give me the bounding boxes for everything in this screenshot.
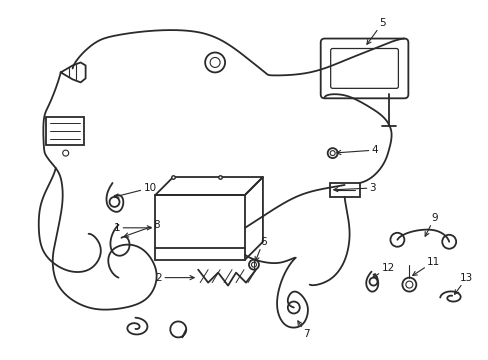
Circle shape bbox=[329, 150, 334, 156]
Text: 1: 1 bbox=[114, 223, 151, 233]
Bar bbox=[46, 117, 83, 145]
FancyBboxPatch shape bbox=[330, 49, 398, 88]
Text: 8: 8 bbox=[124, 220, 160, 237]
Circle shape bbox=[62, 150, 68, 156]
Circle shape bbox=[402, 278, 415, 292]
Text: 9: 9 bbox=[424, 213, 437, 236]
Text: 3: 3 bbox=[333, 183, 375, 193]
Circle shape bbox=[205, 53, 224, 72]
Text: 4: 4 bbox=[336, 145, 377, 155]
Bar bbox=[329, 183, 359, 197]
FancyBboxPatch shape bbox=[320, 39, 407, 98]
Text: 13: 13 bbox=[454, 273, 472, 294]
Circle shape bbox=[369, 278, 377, 285]
Circle shape bbox=[251, 262, 256, 267]
Text: 5: 5 bbox=[366, 18, 386, 44]
Circle shape bbox=[210, 58, 220, 67]
Circle shape bbox=[389, 233, 404, 247]
Text: 10: 10 bbox=[114, 183, 156, 198]
Circle shape bbox=[327, 148, 337, 158]
Text: 12: 12 bbox=[372, 263, 394, 278]
Bar bbox=[155, 195, 244, 260]
Text: 2: 2 bbox=[155, 273, 194, 283]
Circle shape bbox=[287, 302, 299, 314]
Circle shape bbox=[405, 281, 412, 288]
Text: 6: 6 bbox=[255, 237, 266, 261]
Circle shape bbox=[248, 260, 259, 270]
Text: 11: 11 bbox=[412, 257, 440, 275]
Circle shape bbox=[441, 235, 455, 249]
Text: 7: 7 bbox=[297, 321, 309, 339]
Circle shape bbox=[109, 197, 119, 207]
